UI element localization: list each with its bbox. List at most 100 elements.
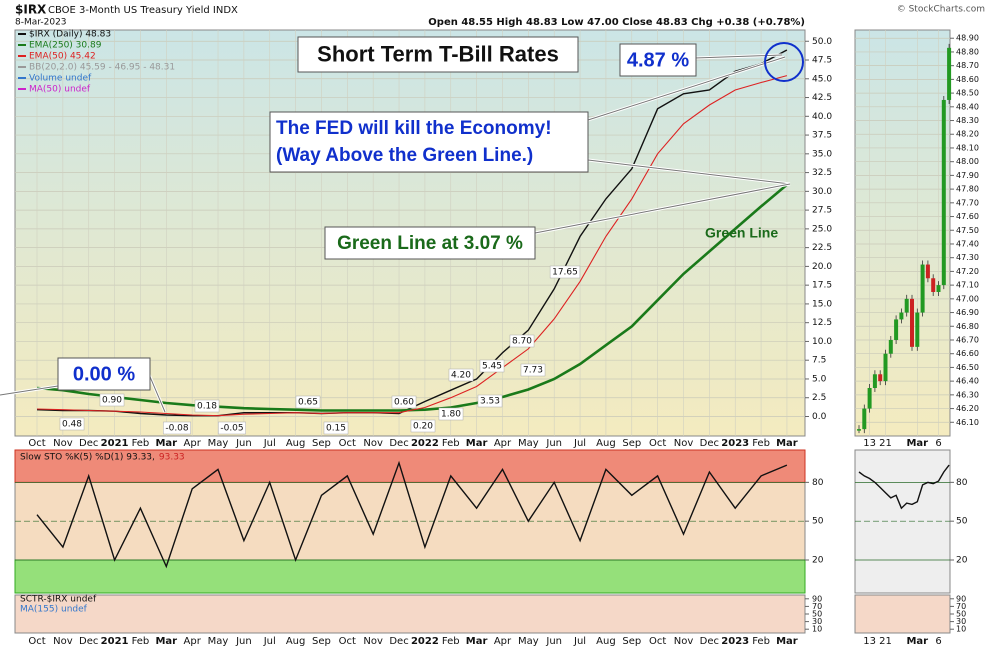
x-tick-label: 2023 (721, 438, 749, 449)
y-tick-label: 17.5 (812, 281, 832, 291)
x-tick-label: Oct (28, 438, 45, 449)
y-tick-label: 80 (956, 478, 968, 488)
candle (936, 285, 941, 292)
symbol-name: CBOE 3-Month US Treasury Yield INDX (48, 5, 238, 16)
x-tick-label: Jul (263, 438, 276, 449)
annotation: Green Line (705, 225, 778, 241)
y-tick-label: 80 (812, 478, 824, 488)
y-tick-label: 90 (956, 594, 966, 603)
x-tick-label: 2021 (101, 438, 129, 449)
candle (904, 298, 909, 313)
y-tick-label: 46.70 (956, 335, 979, 344)
x-tick-label: Mar (155, 438, 177, 449)
y-tick-label: 70 (956, 602, 966, 611)
x-tick-label: Nov (53, 636, 73, 647)
x-tick-label: Sep (622, 636, 641, 647)
y-tick-label: 47.40 (956, 239, 979, 248)
x-tick-label: Nov (363, 636, 383, 647)
legend-label: EMA(250) 30.89 (29, 41, 102, 51)
point-label-bg (323, 421, 349, 435)
x-tick-label: 2021 (101, 636, 129, 647)
y-tick-label: 37.5 (812, 131, 832, 141)
point-label-bg (448, 368, 474, 382)
x-tick-label: Mar (776, 636, 798, 647)
x-tick-label: 6 (935, 636, 941, 647)
y-tick-label: 35.0 (812, 149, 832, 159)
y-tick-label: 48.70 (956, 61, 979, 70)
leader-line (147, 371, 166, 413)
x-tick-label: Jun (235, 438, 252, 449)
point-label: 0.48 (62, 420, 82, 430)
point-label-bg (163, 421, 191, 435)
sctr-panel (14, 594, 806, 634)
x-tick-label: Nov (674, 636, 694, 647)
x-tick-label: Feb (132, 636, 150, 647)
y-tick-label: 50 (956, 610, 966, 619)
x-tick-label: May (208, 636, 229, 647)
callout-box (57, 357, 151, 391)
y-tick-label: 47.80 (956, 185, 979, 194)
y-tick-label: 12.5 (812, 318, 832, 328)
x-tick-label: Dec (700, 636, 719, 647)
y-tick-label: 30 (956, 617, 966, 626)
source: © StockCharts.com (897, 5, 985, 15)
candle (915, 312, 920, 347)
y-tick-label: 48.30 (956, 116, 979, 125)
x-tick-label: Mar (906, 636, 928, 647)
mini-sctr-panel (854, 594, 951, 634)
point-label-bg (59, 417, 85, 431)
point-label: 0.90 (102, 396, 122, 406)
point-label: 0.20 (413, 422, 433, 432)
y-tick-label: 25.0 (812, 224, 832, 234)
x-tick-label: Aug (286, 636, 306, 647)
x-tick-label: Sep (622, 438, 641, 449)
y-tick-label: 70 (812, 602, 822, 611)
candle (883, 353, 888, 382)
y-tick-label: 50 (956, 517, 968, 527)
y-tick-label: 22.5 (812, 243, 832, 253)
point-label: 0.65 (298, 398, 318, 408)
x-tick-label: Mar (906, 438, 928, 449)
candle (910, 298, 914, 347)
annotation: 4.87 % (627, 49, 689, 71)
candle (862, 408, 867, 430)
x-tick-label: Apr (184, 636, 202, 647)
y-tick-label: 48.90 (956, 34, 979, 43)
y-tick-label: 47.60 (956, 212, 979, 221)
mini-panel (854, 29, 951, 437)
point-label: 1.80 (441, 410, 461, 420)
x-tick-label: Apr (494, 636, 512, 647)
sctr-subtitle: MA(155) undef (20, 605, 88, 615)
y-tick-label: 47.50 (956, 226, 979, 235)
x-tick-label: Jul (263, 636, 276, 647)
date: 8-Mar-2023 (15, 18, 67, 28)
x-tick-label: Oct (28, 636, 45, 647)
y-tick-label: 50.0 (812, 37, 832, 47)
point-label: 0.60 (394, 398, 414, 408)
x-tick-label: 2023 (721, 636, 749, 647)
y-tick-label: 20.0 (812, 262, 832, 272)
x-tick-label: Dec (79, 636, 98, 647)
y-tick-label: 48.80 (956, 47, 979, 56)
x-tick-label: 21 (879, 438, 892, 449)
x-tick-label: Jul (573, 636, 586, 647)
x-tick-label: Sep (312, 438, 331, 449)
x-tick-label: Apr (184, 438, 202, 449)
legend-label: EMA(50) 45.42 (29, 52, 96, 62)
quote: Open 48.55 High 48.83 Low 47.00 Close 48… (428, 17, 805, 28)
point-label-bg (549, 265, 581, 279)
y-tick-label: 5.0 (812, 374, 827, 384)
y-tick-label: 47.70 (956, 198, 979, 207)
x-tick-label: Oct (339, 636, 356, 647)
point-label-bg (410, 419, 436, 433)
y-tick-label: 47.30 (956, 253, 979, 262)
candle (857, 429, 861, 431)
annotation: The FED will kill the Economy! (276, 118, 552, 139)
point-label-bg (99, 393, 125, 407)
x-tick-label: Aug (596, 636, 616, 647)
highlight-circle (764, 42, 804, 82)
annotation: 0.00 % (73, 363, 135, 385)
x-tick-label: Jun (235, 636, 252, 647)
y-tick-label: 48.10 (956, 143, 979, 152)
